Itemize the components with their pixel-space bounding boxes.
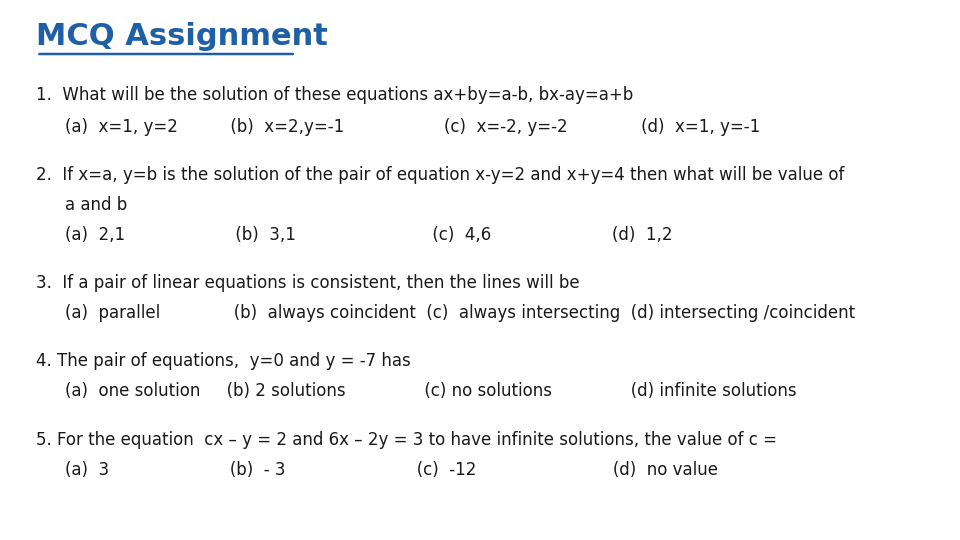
Text: (a)  x=1, y=2          (b)  x=2,y=-1                   (c)  x=-2, y=-2          : (a) x=1, y=2 (b) x=2,y=-1 (c) x=-2, y=-2 [65,118,760,136]
Text: (a)  parallel              (b)  always coincident  (c)  always intersecting  (d): (a) parallel (b) always coincident (c) a… [65,304,855,322]
Text: MCQ Assignment: MCQ Assignment [36,22,328,51]
Text: (a)  2,1                     (b)  3,1                          (c)  4,6         : (a) 2,1 (b) 3,1 (c) 4,6 [65,226,673,244]
Text: 1.  What will be the solution of these equations ax+by=a-b, bx-ay=a+b: 1. What will be the solution of these eq… [36,86,634,104]
Text: 5. For the equation  cx – y = 2 and 6x – 2y = 3 to have infinite solutions, the : 5. For the equation cx – y = 2 and 6x – … [36,431,778,449]
Text: 4. The pair of equations,  y=0 and y = -7 has: 4. The pair of equations, y=0 and y = -7… [36,352,411,370]
Text: 2.  If x=a, y=b is the solution of the pair of equation x-y=2 and x+y=4 then wha: 2. If x=a, y=b is the solution of the pa… [36,166,845,184]
Text: (a)  one solution     (b) 2 solutions               (c) no solutions            : (a) one solution (b) 2 solutions (c) no … [65,382,797,400]
Text: a and b: a and b [65,196,128,214]
Text: 3.  If a pair of linear equations is consistent, then the lines will be: 3. If a pair of linear equations is cons… [36,274,580,292]
Text: (a)  3                       (b)  - 3                         (c)  -12          : (a) 3 (b) - 3 (c) -12 [65,461,718,478]
